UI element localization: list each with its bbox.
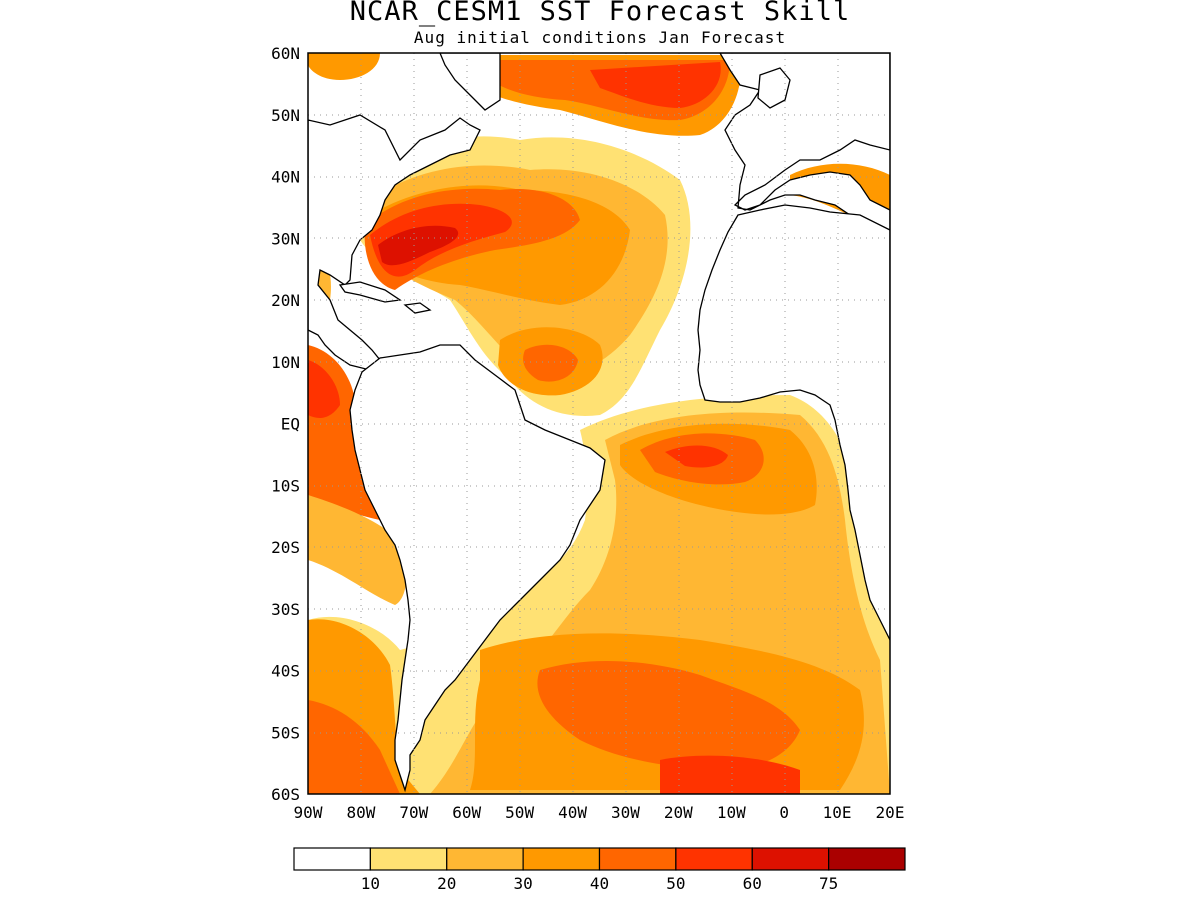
- colorbar-label: 20: [437, 874, 456, 893]
- africa: [697, 204, 890, 641]
- skill-region-guinea-peak: [665, 445, 728, 468]
- map-title: NCAR_CESM1 SST Forecast Skill: [349, 0, 851, 27]
- colorbar-swatch: [751, 847, 830, 871]
- lon-label: 0: [779, 803, 789, 822]
- lat-label: EQ: [281, 415, 300, 434]
- colorbar-label: 30: [513, 874, 532, 893]
- colorbar-swatch: [293, 847, 371, 871]
- skill-region-pacific-mid: [308, 495, 407, 605]
- land-masses: [308, 53, 890, 793]
- colorbar: 10 20 30 40 50 60 75: [293, 847, 906, 893]
- longitude-labels: 90W 80W 70W 60W 50W 40W 30W 20W 10W 0 10E 20E: [294, 803, 905, 822]
- colorbar-label: 75: [819, 874, 838, 893]
- lat-label: 50N: [271, 106, 300, 125]
- lat-label: 20N: [271, 291, 300, 310]
- skill-region-sw-pacific-core: [308, 700, 400, 794]
- map-subtitle: Aug initial conditions Jan Forecast: [413, 28, 787, 47]
- lat-label: 10N: [271, 353, 300, 372]
- colorbar-swatch: [522, 847, 601, 871]
- colorbar-label: 60: [743, 874, 762, 893]
- lat-label: 30N: [271, 229, 300, 248]
- skill-region-trop-atl-core: [523, 344, 578, 382]
- lon-label: 20E: [876, 803, 905, 822]
- lon-label: 10W: [717, 803, 746, 822]
- cuba: [338, 281, 402, 303]
- lon-label: 60W: [452, 803, 481, 822]
- lat-label: 50S: [271, 723, 300, 742]
- lon-label: 10E: [823, 803, 852, 822]
- lat-label: 40S: [271, 662, 300, 681]
- lat-label: 30S: [271, 600, 300, 619]
- lon-label: 70W: [399, 803, 428, 822]
- map-frame: [307, 52, 891, 795]
- colorbar-label: 10: [361, 874, 380, 893]
- colorbar-label: 40: [590, 874, 609, 893]
- lon-label: 30W: [611, 803, 640, 822]
- south-america: [349, 344, 606, 793]
- skill-region-ne-corner: [308, 53, 380, 80]
- colorbar-swatch: [675, 847, 753, 871]
- skill-region-southern-peak: [660, 755, 800, 794]
- hispaniola: [403, 302, 432, 314]
- lat-label: 40N: [271, 168, 300, 187]
- skill-region-subpolar-peak: [590, 62, 721, 108]
- colorbar-swatch: [369, 847, 448, 871]
- greenland-labrador: [439, 53, 501, 111]
- lat-label: 10S: [271, 476, 300, 495]
- lon-label: 90W: [294, 803, 323, 822]
- skill-field: [308, 53, 890, 794]
- lat-label: 20S: [271, 538, 300, 557]
- colorbar-swatch: [828, 847, 906, 871]
- europe: [719, 53, 890, 231]
- skill-region-southern-core: [537, 660, 800, 770]
- colorbar-label: 50: [666, 874, 685, 893]
- colorbar-swatch: [598, 847, 677, 871]
- lat-label: 60S: [271, 785, 300, 804]
- lon-label: 40W: [558, 803, 587, 822]
- graticule: [308, 53, 890, 794]
- lon-label: 50W: [505, 803, 534, 822]
- latitude-labels: 60N 50N 40N 30N 20N 10N EQ 10S 20S 30S 40S 50S 60S: [271, 44, 300, 804]
- british-isles: [757, 67, 791, 109]
- lon-label: 80W: [346, 803, 375, 822]
- lat-label: 60N: [271, 44, 300, 63]
- skill-region-e-pacific-peak: [308, 360, 340, 418]
- lon-label: 20W: [664, 803, 693, 822]
- skill-region-gulfstream-peak: [378, 225, 459, 266]
- colorbar-swatch: [446, 847, 524, 871]
